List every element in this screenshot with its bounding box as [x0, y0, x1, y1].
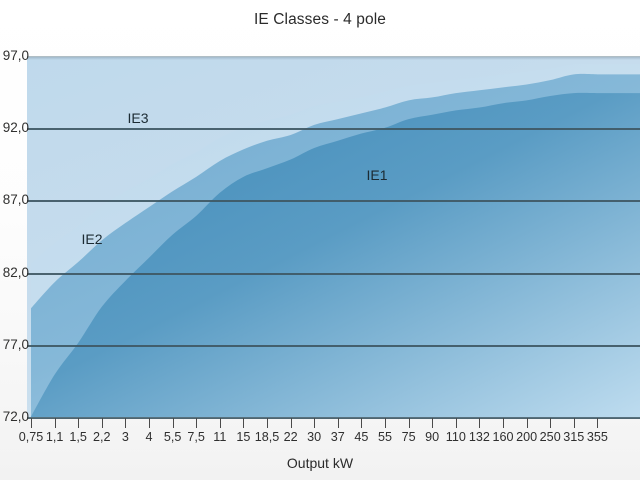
- x-axis-tick: [385, 418, 386, 428]
- x-axis-tick: [31, 418, 32, 428]
- x-axis-tick: [172, 418, 174, 428]
- x-axis-tick: [125, 418, 127, 428]
- x-axis-line: [27, 417, 640, 418]
- x-axis-tick-label: 4: [145, 430, 153, 444]
- x-axis-tick-label: 75: [401, 430, 416, 444]
- area-series-svg: [31, 63, 640, 418]
- x-axis-tick: [243, 418, 245, 428]
- y-axis-tick-label: 97,0: [2, 48, 29, 63]
- x-axis-tick: [196, 418, 198, 428]
- x-axis-tick: [314, 418, 316, 428]
- x-axis-tick-label: 11: [213, 430, 227, 444]
- x-axis-tick: [526, 418, 528, 428]
- x-axis-tick: [550, 418, 552, 428]
- x-axis-tick: [573, 418, 575, 428]
- x-axis-tick: [479, 418, 481, 428]
- page-title: IE Classes - 4 pole: [254, 11, 386, 28]
- x-axis-tick-label: 200: [516, 430, 538, 444]
- series-areas: [31, 63, 640, 418]
- x-axis-tick-label: 315: [563, 430, 585, 444]
- x-axis-tick-label: 45: [354, 430, 369, 444]
- x-axis-tick-label: 55: [377, 430, 393, 444]
- x-axis-tick: [101, 418, 103, 428]
- x-axis-tick: [78, 418, 80, 428]
- x-axis-tick: [432, 418, 434, 428]
- y-axis-tick-label: 77,0: [2, 336, 29, 352]
- x-axis-tick-label: 2,2: [93, 430, 111, 444]
- x-axis-tick-label: 18,5: [254, 430, 280, 444]
- x-axis-tick: [267, 418, 268, 428]
- x-axis-tick: [54, 418, 56, 428]
- y-axis-tick-label: 87,0: [2, 192, 29, 208]
- x-axis-tick-label: 160: [492, 430, 514, 444]
- x-axis-tick-label: 15: [236, 430, 251, 444]
- x-axis-tick: [408, 418, 410, 428]
- x-axis-tick-label: 5,5: [163, 430, 182, 444]
- x-axis-tick: [455, 418, 457, 428]
- x-axis-tick-label: 110: [445, 430, 466, 444]
- x-axis-tick: [361, 418, 363, 428]
- y-axis-tick-label: 82,0: [2, 264, 29, 280]
- x-axis-tick-label: 7,5: [187, 430, 205, 444]
- x-axis-tick: [149, 418, 150, 428]
- x-axis-tick-label: 3: [121, 430, 129, 444]
- x-axis-tick: [337, 418, 339, 428]
- x-axis-tick: [503, 418, 504, 428]
- y-axis-tick-label: 92,0: [2, 120, 29, 136]
- x-axis-tick: [219, 418, 221, 428]
- x-axis-tick-label: 250: [539, 430, 561, 444]
- plot-area: [27, 57, 640, 418]
- x-axis-tick-label: 132: [468, 430, 490, 444]
- x-axis-tick-label: 0,75: [18, 430, 44, 444]
- x-axis-tick: [290, 418, 292, 428]
- y-axis-tick-label: 72,0: [2, 409, 29, 424]
- x-axis-tick-label: 22: [283, 430, 298, 444]
- x-axis-tick-label: 90: [425, 430, 440, 444]
- x-axis-tick-label: 37: [330, 430, 345, 444]
- x-axis-tick: [597, 418, 599, 428]
- area-ie1: [31, 92, 640, 418]
- x-axis-tick-label: 355: [586, 430, 608, 444]
- x-axis-title: Output kW: [286, 455, 354, 471]
- x-axis-tick-label: 1,5: [69, 430, 87, 444]
- x-axis-tick-label: 1,1: [45, 430, 64, 444]
- x-axis-tick-label: 30: [307, 430, 322, 444]
